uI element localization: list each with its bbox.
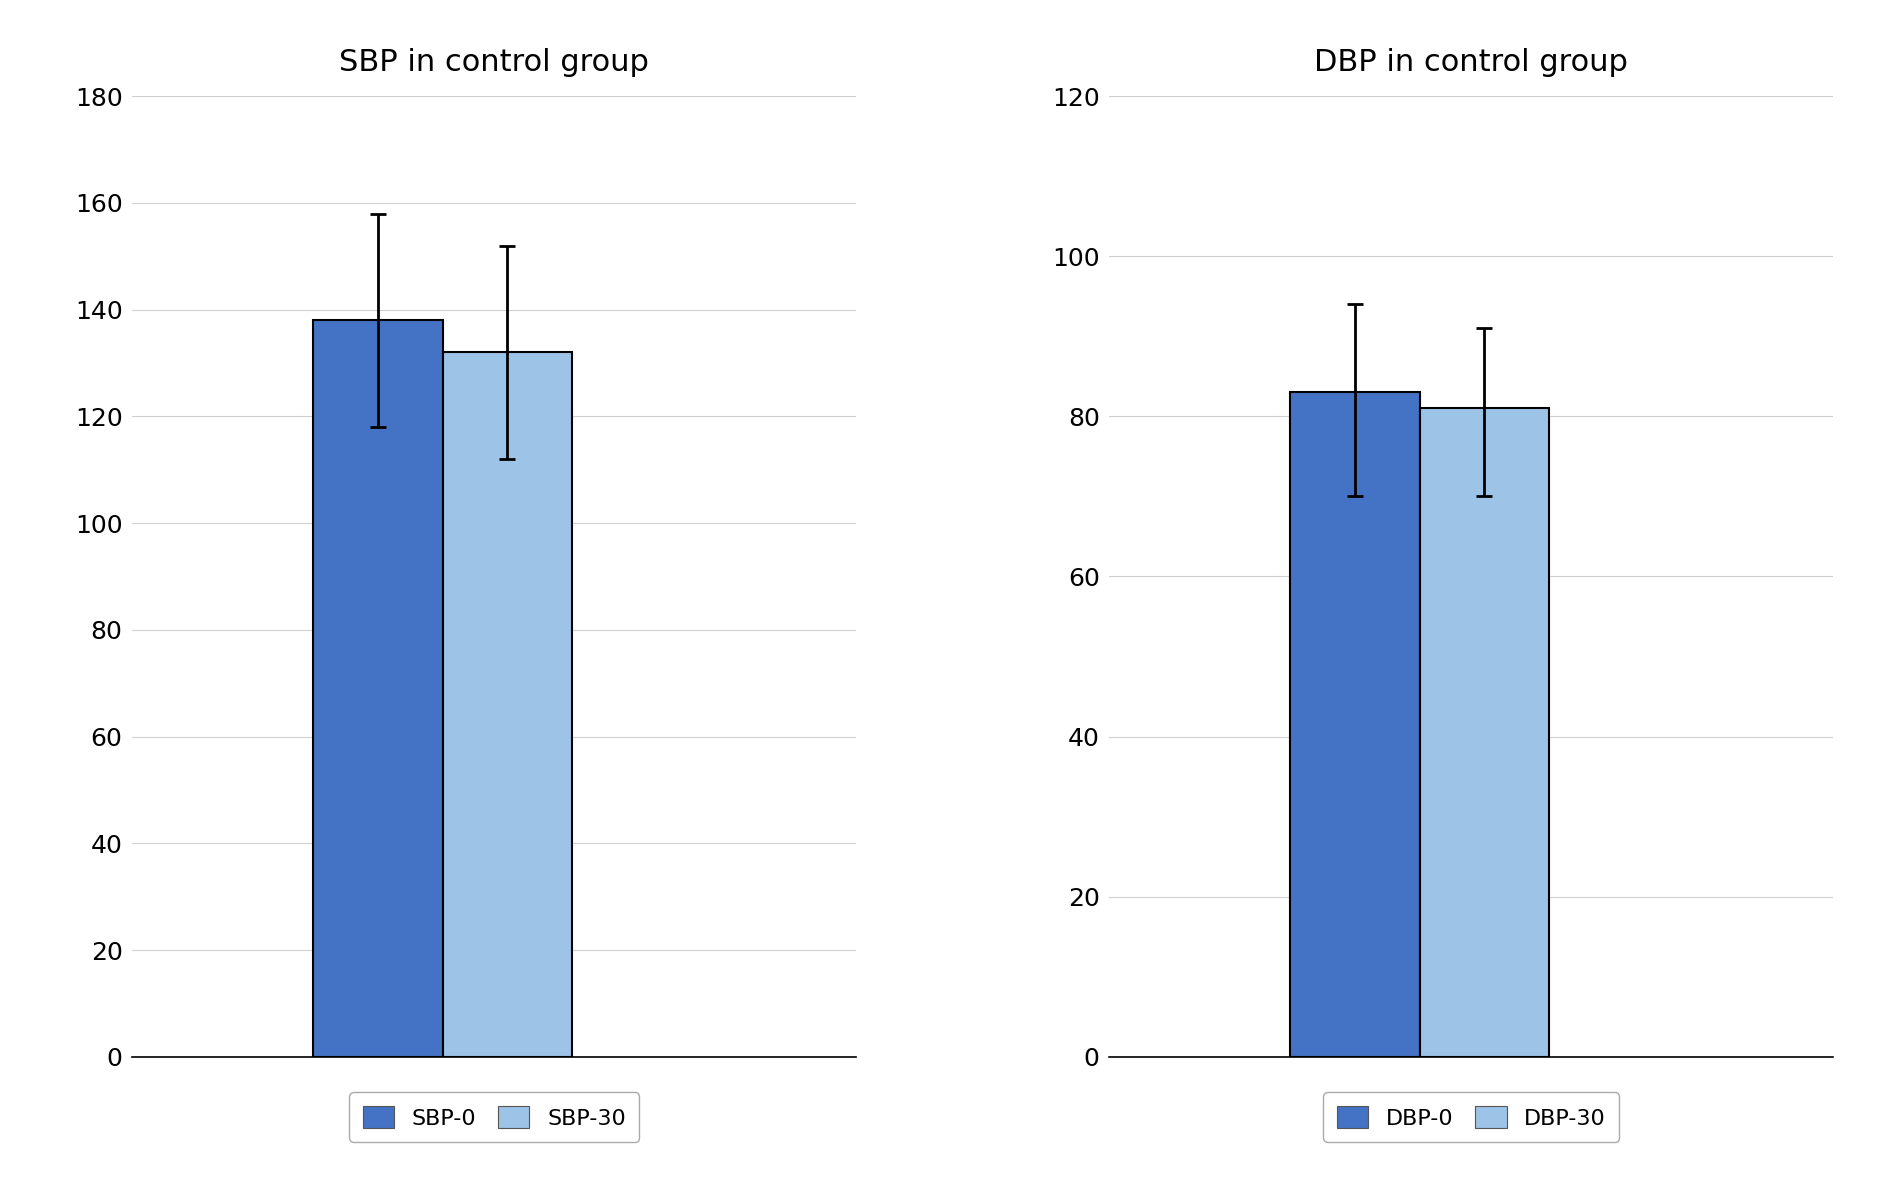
Title: SBP in control group: SBP in control group xyxy=(340,48,648,77)
Bar xyxy=(442,352,572,1057)
Bar xyxy=(314,321,442,1057)
Bar xyxy=(1419,408,1549,1057)
Bar xyxy=(1290,393,1419,1057)
Legend: SBP-0, SBP-30: SBP-0, SBP-30 xyxy=(349,1092,638,1142)
Title: DBP in control group: DBP in control group xyxy=(1313,48,1628,77)
Legend: DBP-0, DBP-30: DBP-0, DBP-30 xyxy=(1322,1092,1619,1142)
